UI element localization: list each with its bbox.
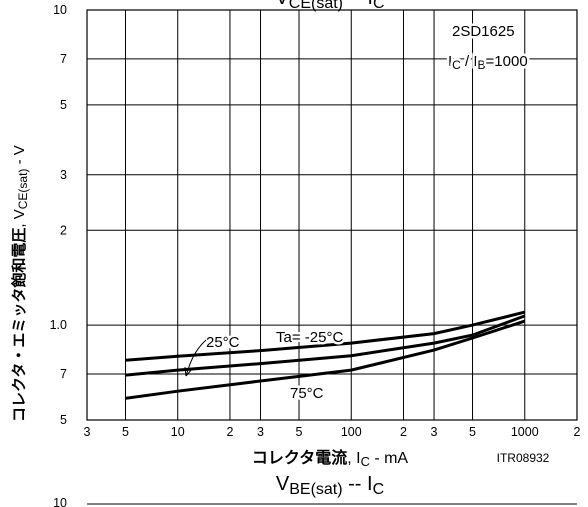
y-tick-label: 1.0 <box>50 318 67 332</box>
text-part: BE(sat) <box>289 481 342 498</box>
text-part: =1000 <box>486 53 528 70</box>
text-part: B <box>478 58 486 72</box>
condition-label: IC / IB=1000 <box>448 53 528 72</box>
y-tick-label: 5 <box>60 98 67 112</box>
text-part: C <box>452 58 461 72</box>
x-tick-label: 3 <box>257 425 264 439</box>
x-tick-label: 100 <box>341 425 362 439</box>
text-part: CE(sat) <box>16 169 30 210</box>
y-tick-label: 5 <box>60 413 67 427</box>
x-tick-label: 5 <box>296 425 303 439</box>
text-part: CE(sat) <box>289 0 343 12</box>
chart-title: VBE(sat) -- IC <box>276 473 384 498</box>
text-part: C <box>373 0 385 12</box>
y-tick-label: 7 <box>60 52 67 66</box>
text-part: - V <box>11 145 28 168</box>
text-part: C <box>361 454 370 469</box>
text-part: I <box>448 53 452 70</box>
curve <box>125 310 526 362</box>
x-tick-label: 1000 <box>511 425 539 439</box>
curve-label: 25°C <box>206 334 240 351</box>
annotation-arrow <box>184 339 207 377</box>
text-part: V <box>275 0 289 9</box>
x-tick-label: 2 <box>400 425 407 439</box>
y-tick-label: 3 <box>60 168 67 182</box>
text-part: コレクタ電流 <box>252 448 347 467</box>
x-axis-label: コレクタ電流, IC - mA <box>252 448 409 469</box>
y-axis-label: コレクタ・エミッタ飽和電圧, VCE(sat) - V <box>10 145 30 422</box>
x-tick-label: 5 <box>469 425 476 439</box>
curve-label: Ta= -25°C <box>276 329 343 346</box>
text-part: -- I <box>343 473 373 495</box>
text-part: -- I <box>343 0 373 9</box>
x-tick-label: 3 <box>84 425 91 439</box>
text-part: コレクタ・エミッタ飽和電圧 <box>10 228 28 422</box>
curve <box>125 314 526 377</box>
x-tick-label: 5 <box>122 425 129 439</box>
curve <box>125 319 526 400</box>
text-part: , V <box>11 209 28 227</box>
y-tick-label: 7 <box>60 367 67 381</box>
text-part: C <box>373 481 385 498</box>
curve-label: 75°C <box>290 385 324 402</box>
figure-code: ITR08932 <box>497 451 550 465</box>
x-tick-label: 3 <box>431 425 438 439</box>
y-tick-label: 10 <box>53 3 67 17</box>
text-part: V <box>276 473 290 495</box>
x-tick-label: 2 <box>226 425 233 439</box>
text-part: - mA <box>370 450 409 467</box>
y-tick-label: 2 <box>60 223 67 237</box>
chart-title: VCE(sat) -- IC <box>275 0 384 12</box>
y-tick-label: 10 <box>53 496 67 507</box>
x-tick-label: 10 <box>171 425 185 439</box>
text-part: / I <box>461 53 478 70</box>
device-label: 2SD1625 <box>452 23 515 40</box>
x-tick-label: 2 <box>574 425 581 439</box>
text-part: , I <box>347 450 360 467</box>
